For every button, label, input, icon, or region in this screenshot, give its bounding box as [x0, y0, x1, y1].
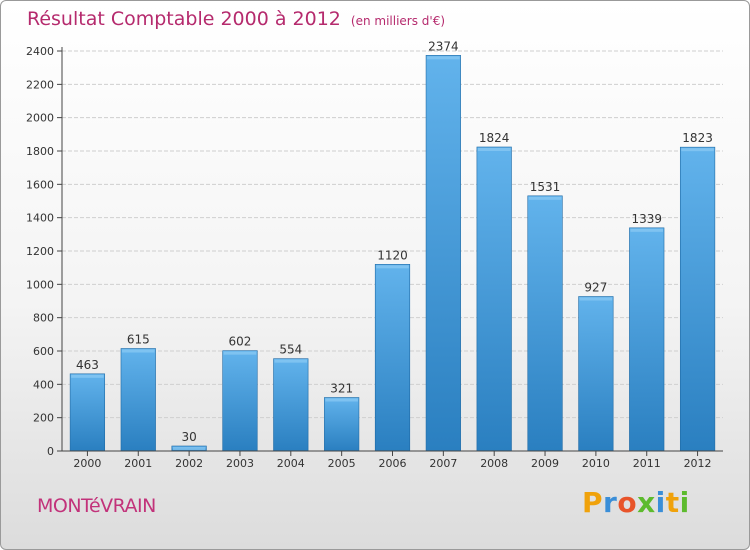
y-tick-label-200: 200 — [33, 412, 54, 425]
chart-title: Résultat Comptable 2000 à 2012 (en millie… — [27, 8, 445, 30]
bar-2001 — [120, 348, 156, 452]
x-tick-label-2012: 2012 — [684, 457, 712, 470]
chart-subtitle: (en milliers d'€) — [350, 14, 446, 28]
logo-letter: i — [655, 486, 666, 519]
logo-letter: o — [617, 486, 638, 519]
bar-highlight-2004 — [274, 359, 308, 363]
logo-letter: i — [679, 486, 690, 519]
y-tick-label-400: 400 — [33, 378, 54, 391]
y-tick-label-2000: 2000 — [26, 112, 54, 125]
y-tick-label-1200: 1200 — [26, 245, 54, 258]
logo-letter: t — [665, 486, 680, 519]
bar-2012 — [679, 146, 716, 452]
x-tick-label-2007: 2007 — [429, 457, 457, 470]
y-tick-label-1000: 1000 — [26, 278, 54, 291]
data-label-2003: 602 — [229, 335, 252, 349]
logo-letter: r — [603, 486, 618, 519]
bar-2000 — [69, 373, 106, 452]
data-label-2012: 1823 — [682, 131, 713, 145]
data-label-2008: 1824 — [479, 131, 510, 145]
proxiti-logo: Proxiti — [582, 486, 690, 519]
bar-highlight-2009 — [528, 196, 562, 200]
y-tick-label-1600: 1600 — [26, 178, 54, 191]
axes: 0 200 400 600 800 1000 1200 1400 1600 1800 2000 220… — [26, 45, 723, 470]
data-label-2002: 30 — [181, 430, 196, 444]
bar-2009 — [527, 195, 563, 452]
bar-highlight-2006 — [376, 265, 409, 269]
logo-letter: P — [582, 486, 604, 519]
data-label-2010: 927 — [584, 281, 607, 295]
y-tick-label-2400: 2400 — [26, 45, 54, 58]
x-tick-label-2003: 2003 — [226, 457, 254, 470]
bar-highlight-2007 — [427, 56, 460, 60]
y-tick-label-0: 0 — [47, 445, 54, 458]
x-tick-label-2010: 2010 — [582, 457, 610, 470]
data-label-2005: 321 — [330, 382, 353, 396]
x-tick-label-2011: 2011 — [633, 457, 661, 470]
y-tick-label-1400: 1400 — [26, 212, 54, 225]
x-tick-label-2006: 2006 — [379, 457, 407, 470]
x-tick-label-2000: 2000 — [73, 457, 101, 470]
bar-highlight-2008 — [477, 148, 511, 151]
municipality-name: MONTéVRAIN — [37, 495, 156, 517]
bar-highlight-2001 — [121, 349, 155, 353]
bar-2003 — [222, 350, 258, 452]
x-tick-label-2005: 2005 — [328, 457, 356, 470]
bar-2006 — [374, 264, 411, 452]
bar-highlight-2011 — [630, 228, 664, 232]
bar-2005 — [324, 397, 360, 452]
bar-highlight-2000 — [71, 374, 104, 378]
x-tick-label-2004: 2004 — [277, 457, 305, 470]
bar-highlight-2005 — [325, 398, 358, 402]
chart-title-text: Résultat Comptable 2000 à 2012 — [27, 8, 341, 30]
x-tick-label-2002: 2002 — [175, 457, 203, 470]
bar-2007 — [425, 55, 461, 452]
x-tick-label-2001: 2001 — [124, 457, 152, 470]
bar-highlight-2003 — [223, 351, 257, 355]
bar-2010 — [578, 296, 614, 452]
bar-2011 — [629, 227, 665, 452]
bar-2008 — [476, 146, 512, 452]
data-label-2001: 615 — [127, 333, 150, 347]
bar-2004 — [273, 358, 309, 452]
data-label-2000: 463 — [76, 358, 99, 372]
bar-highlight-2002 — [172, 447, 206, 450]
data-label-2007: 2374 — [428, 39, 459, 53]
y-tick-label-800: 800 — [33, 312, 54, 325]
data-label-2009: 1531 — [530, 180, 561, 194]
y-tick-label-1800: 1800 — [26, 145, 54, 158]
x-tick-label-2009: 2009 — [531, 457, 559, 470]
data-label-2006: 1120 — [377, 248, 408, 262]
bar-highlight-2010 — [579, 297, 613, 301]
data-label-2011: 1339 — [631, 212, 662, 226]
data-label-2004: 554 — [279, 343, 302, 357]
bar-highlight-2012 — [681, 148, 714, 152]
logo-letter: x — [637, 486, 656, 519]
y-tick-label-600: 600 — [33, 345, 54, 358]
y-tick-label-2200: 2200 — [26, 78, 54, 91]
x-tick-label-2008: 2008 — [480, 457, 508, 470]
bars: 463 615 30 602 554 321 1120 2374 1824 1531 927 1339… — [69, 39, 716, 452]
